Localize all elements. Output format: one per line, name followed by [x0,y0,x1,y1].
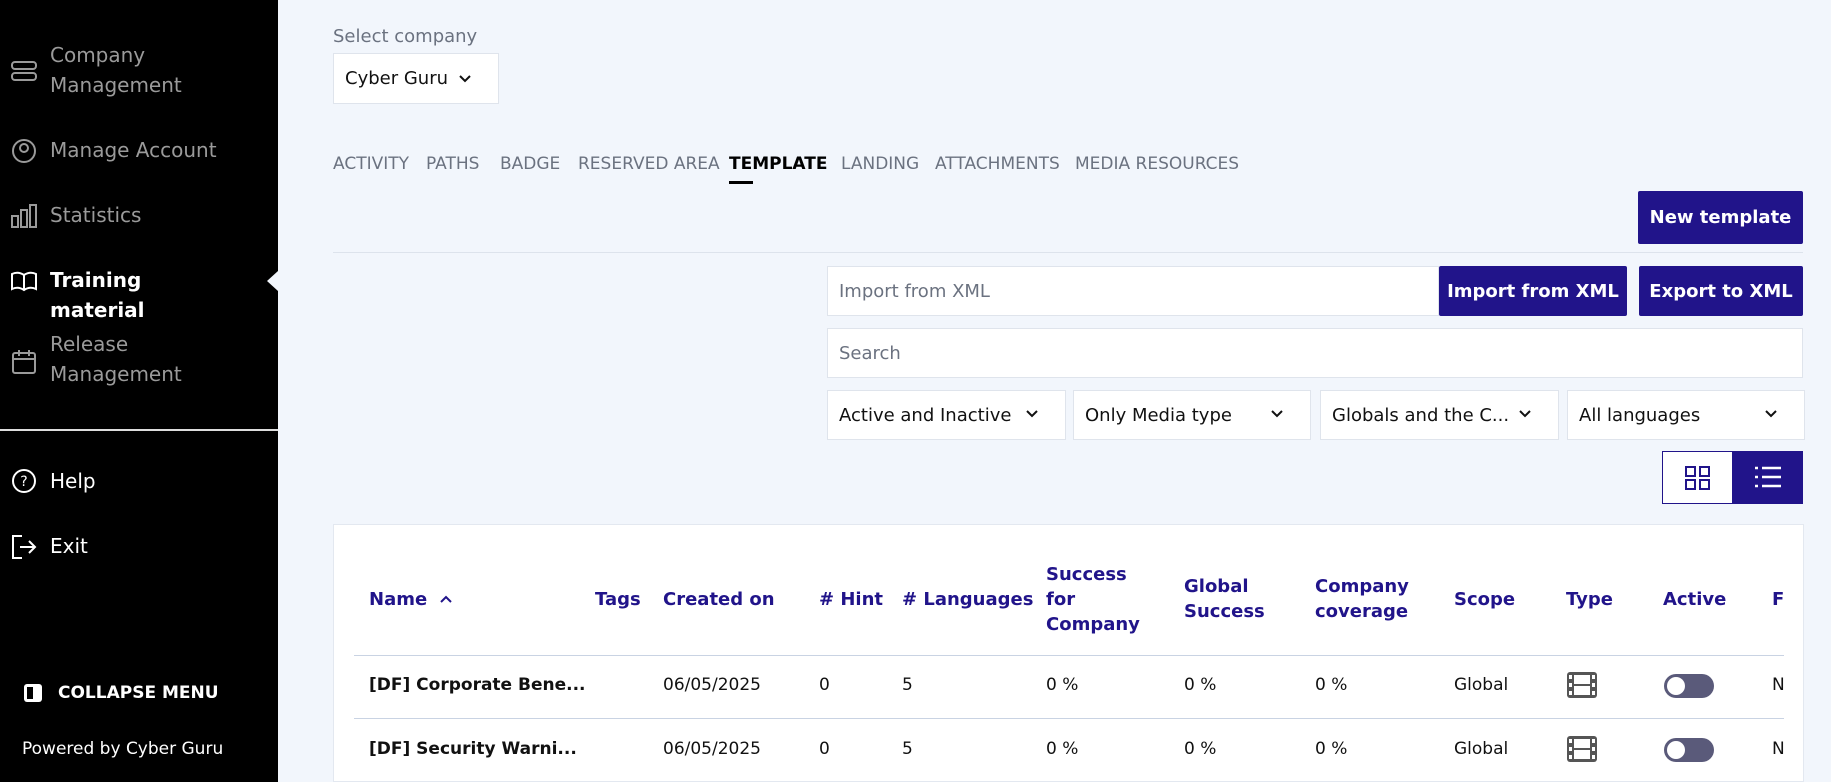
table-card: Name Tags Created on # Hint # Languages Succe… [333,524,1804,782]
icon [12,535,37,559]
import-input[interactable]: Import from XML [827,266,1439,316]
column-header[interactable]: Scope [1454,588,1516,610]
icon [24,684,42,702]
column-header[interactable]: Created on [663,588,775,610]
cell: Global [1454,675,1509,695]
cell: [DF] Corporate Bene... [369,675,586,695]
cell: 5 [902,739,913,759]
icon [10,0,38,14]
icon [11,61,37,81]
tab[interactable]: RESERVED AREA [578,154,720,174]
brand: Cyber Guru [125,739,224,759]
cell: 0 % [1315,739,1348,759]
search-input[interactable]: Search [827,328,1803,378]
cell: Global [1454,739,1509,759]
cell: 0 % [1046,675,1079,695]
cell: 5 [902,675,913,695]
column-header[interactable]: Type [1566,588,1613,610]
export-button[interactable]: Export to XML [1639,266,1803,316]
row-divider [354,718,1784,719]
column-header[interactable]: Success for Company [1046,563,1140,635]
sort-icon [440,595,452,603]
media-type-icon [1567,736,1597,762]
icon [11,204,37,228]
column-header[interactable]: # Languages [902,588,1034,610]
active-toggle[interactable] [1663,673,1715,701]
chevron [459,75,471,83]
cell: 06/05/2025 [663,739,761,759]
active-indicator [267,271,278,291]
tab[interactable]: BADGE [500,154,561,174]
cell: 0 % [1046,739,1079,759]
filter-value: Only Media type [1085,404,1232,426]
filter-select[interactable]: All languages [1567,390,1805,440]
tab[interactable]: PATHS [426,154,480,174]
column-header[interactable]: # Hint [819,588,884,610]
filter-value: Active and Inactive [839,404,1012,426]
chevron [1519,410,1531,418]
nav-item[interactable]: Release Management [50,332,182,386]
company-select[interactable]: Cyber Guru [333,53,499,104]
icon [12,139,36,163]
column-header[interactable]: Tags [595,588,641,610]
sidebar: Company Management Manage Account Statis… [0,0,278,782]
list-view-toggle[interactable] [1733,451,1803,504]
cell: 0 [819,675,830,695]
tab[interactable]: ACTIVITY [333,154,410,174]
select-label: Select company [333,26,478,47]
nav-item[interactable]: Company Management [50,43,182,97]
filter-value: All languages [1579,404,1701,426]
nav-item[interactable]: Training material [50,268,145,322]
filter-select[interactable]: Globals and the C... [1320,390,1559,440]
chevron [1026,410,1038,418]
cell: 0 % [1184,739,1217,759]
tab[interactable]: LANDING [841,154,920,174]
cell: 0 % [1315,675,1348,695]
tab[interactable]: TEMPLATE [729,154,828,174]
active-toggle[interactable] [1663,737,1715,765]
column-header[interactable]: Active [1663,588,1727,610]
cell: N [1772,675,1785,695]
filter-value: Globals and the C... [1332,404,1510,426]
import-button[interactable]: Import from XML [1439,266,1627,316]
select-value: Cyber Guru [345,68,449,89]
cell: [DF] Security Warni... [369,739,577,759]
powered-by: Powered by Cyber Guru [22,737,223,761]
collapse-menu[interactable]: COLLAPSE MENU [58,683,219,703]
filter-select[interactable]: Only Media type [1073,390,1311,440]
tab-underline [729,181,753,184]
cell: 0 [819,739,830,759]
cell: N [1772,739,1785,759]
tab[interactable]: MEDIA RESOURCES [1075,154,1240,174]
chevron [1271,410,1283,418]
column-header[interactable]: Global Success [1184,576,1265,622]
nav-item[interactable]: Help [50,469,96,493]
cell: 06/05/2025 [663,675,761,695]
new-template-button[interactable]: New template [1638,191,1803,244]
divider [0,429,278,431]
column-header[interactable]: F [1772,588,1785,610]
icon: ? [12,469,36,493]
chevron [1765,410,1777,418]
column-header[interactable]: Name [369,559,549,639]
icon [1755,466,1781,488]
header-divider [354,655,1784,656]
grid-view-toggle[interactable] [1662,451,1733,504]
column-header[interactable]: Company coverage [1315,576,1409,622]
icon [1685,466,1710,490]
divider [333,252,1803,253]
media-type-icon [1567,672,1597,698]
tab[interactable]: ATTACHMENTS [935,154,1060,174]
powered-label: Powered by [22,739,121,759]
nav-item[interactable]: Manage Account [50,138,217,162]
nav-item[interactable]: Statistics [50,203,142,227]
icon [11,271,37,292]
nav-item[interactable]: Exit [50,534,88,558]
cell: 0 % [1184,675,1217,695]
filter-select[interactable]: Active and Inactive [827,390,1066,440]
svg-text:?: ? [20,474,27,490]
icon [12,350,36,374]
